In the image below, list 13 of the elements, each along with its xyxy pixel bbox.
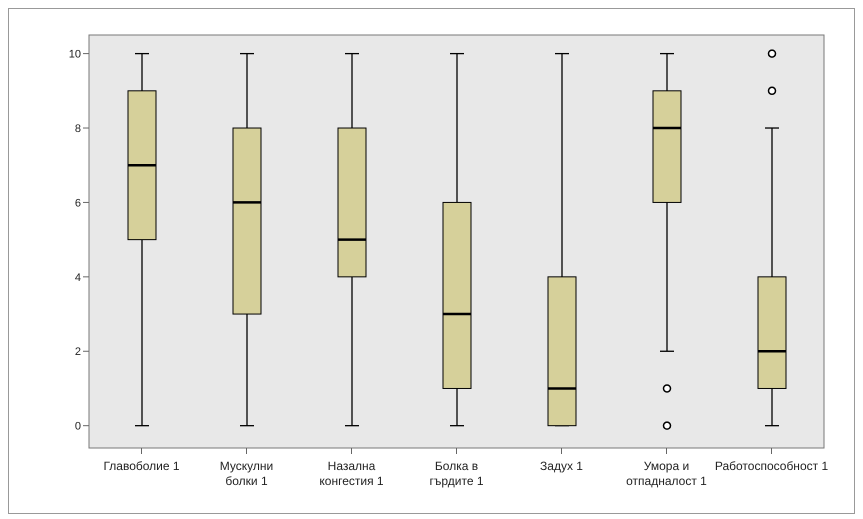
y-tick-label: 6	[74, 197, 81, 210]
y-tick-label: 0	[74, 420, 81, 433]
x-tick-label: Назална конгестия 1	[319, 459, 384, 488]
x-tick-label: Задух 1	[540, 459, 584, 473]
y-tick-label: 2	[74, 346, 81, 358]
x-tick-label: Главоболие 1	[103, 459, 180, 473]
x-tick-label: Работоспособност 1	[714, 459, 828, 473]
y-tick-label: 8	[74, 122, 81, 135]
x-tick-label: Болка в гърдите 1	[429, 459, 484, 488]
x-tick-label: Умора и отпадналост 1	[626, 459, 708, 488]
y-tick-label: 4	[74, 272, 81, 284]
x-tick-label: Мускулни болки 1	[220, 459, 274, 488]
y-tick-label: 10	[68, 48, 81, 61]
